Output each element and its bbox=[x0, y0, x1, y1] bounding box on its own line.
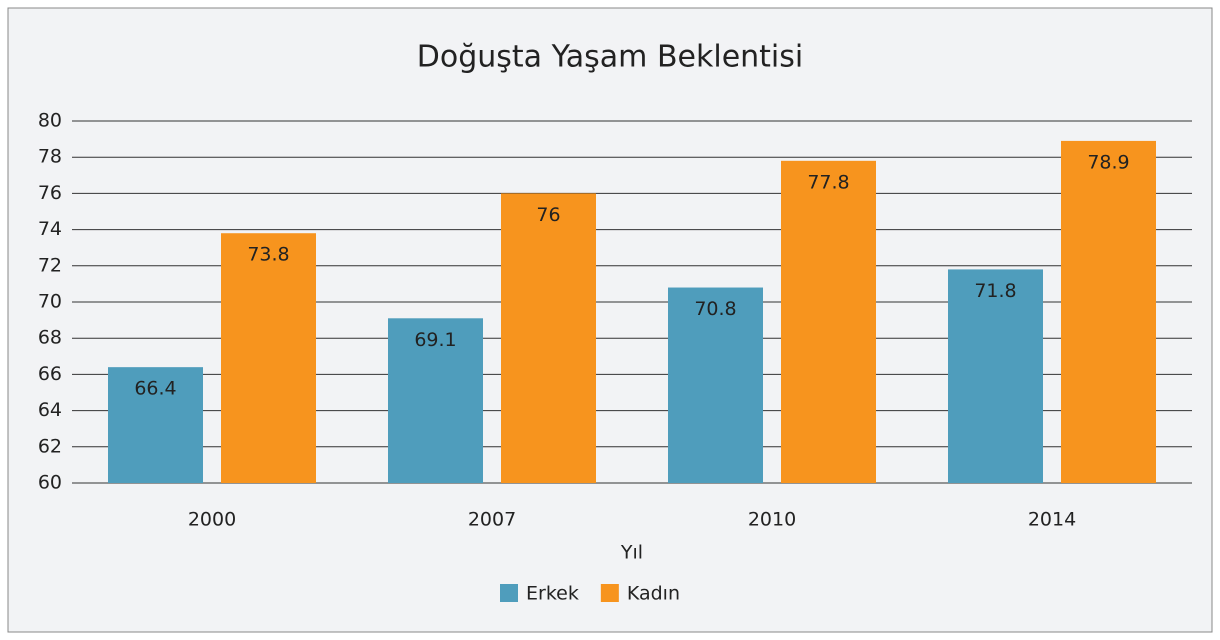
chart-title: Doğuşta Yaşam Beklentisi bbox=[417, 40, 803, 75]
legend-label: Kadın bbox=[627, 583, 680, 605]
legend-label: Erkek bbox=[526, 583, 579, 605]
y-tick-label: 80 bbox=[38, 110, 62, 132]
bar bbox=[668, 287, 763, 483]
x-tick-label: 2000 bbox=[188, 509, 236, 531]
data-label: 78.9 bbox=[1087, 151, 1129, 173]
legend-swatch bbox=[500, 584, 518, 602]
y-tick-label: 62 bbox=[38, 435, 62, 457]
data-label: 73.8 bbox=[247, 244, 289, 266]
x-tick-label: 2010 bbox=[748, 509, 796, 531]
data-label: 66.4 bbox=[134, 378, 176, 400]
y-tick-label: 60 bbox=[38, 472, 62, 494]
legend-swatch bbox=[600, 584, 619, 602]
x-tick-label: 2007 bbox=[468, 509, 516, 531]
y-tick-label: 74 bbox=[38, 218, 62, 240]
x-tick-label: 2014 bbox=[1028, 509, 1076, 531]
y-tick-label: 68 bbox=[38, 327, 62, 349]
data-label: 70.8 bbox=[694, 298, 736, 320]
bar bbox=[1061, 140, 1156, 483]
bar bbox=[501, 193, 596, 483]
y-tick-label: 64 bbox=[38, 399, 62, 421]
y-tick-label: 76 bbox=[38, 182, 62, 204]
y-tick-label: 66 bbox=[38, 363, 62, 385]
data-label: 71.8 bbox=[974, 280, 1016, 302]
bar bbox=[221, 233, 316, 483]
data-label: 76 bbox=[536, 204, 560, 226]
x-axis-label: Yıl bbox=[620, 542, 643, 564]
bar bbox=[388, 318, 483, 483]
data-label: 69.1 bbox=[414, 329, 456, 351]
y-tick-label: 72 bbox=[38, 254, 62, 276]
data-label: 77.8 bbox=[807, 171, 849, 193]
y-tick-label: 70 bbox=[38, 291, 62, 313]
bar bbox=[948, 269, 1043, 483]
bar bbox=[108, 367, 203, 483]
y-tick-label: 78 bbox=[38, 146, 62, 168]
bar bbox=[781, 160, 876, 483]
